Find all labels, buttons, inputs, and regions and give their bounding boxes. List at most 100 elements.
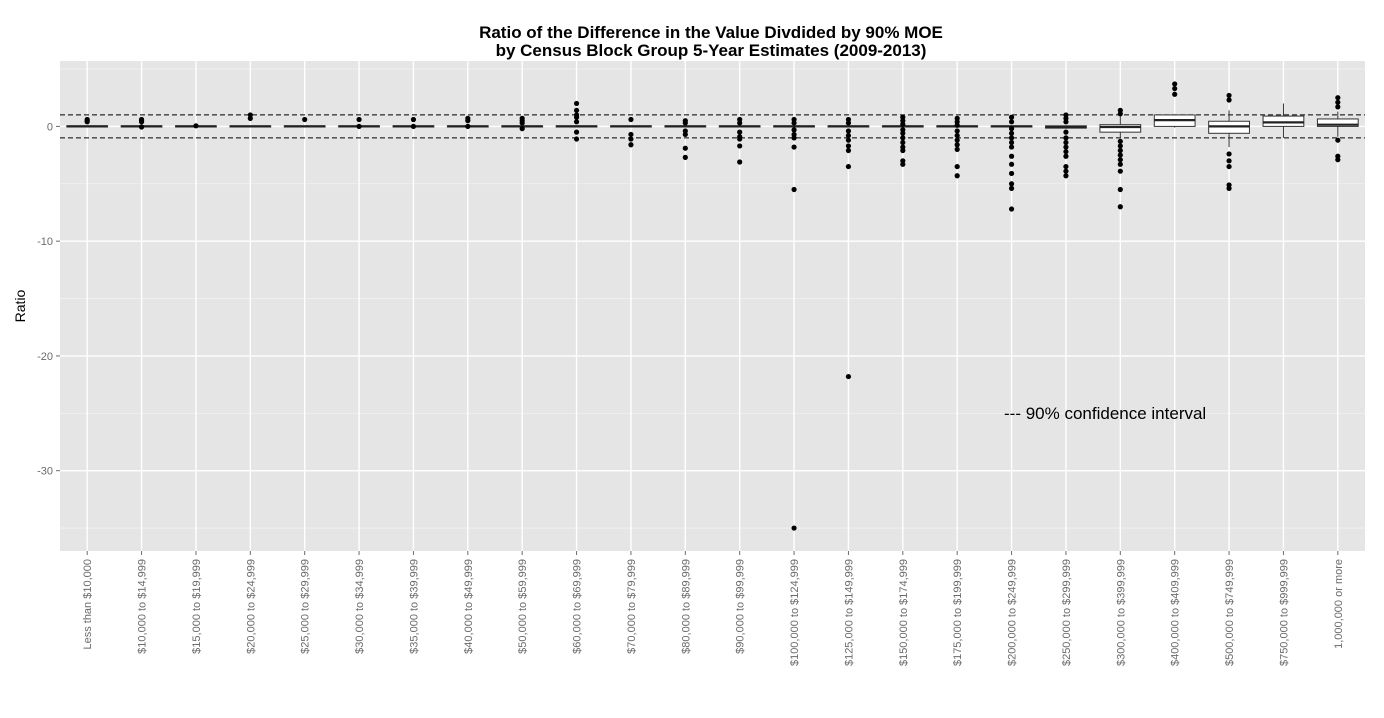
outlier-point — [1008, 130, 1015, 136]
outlier-point — [900, 139, 906, 146]
outlier-point — [791, 525, 797, 531]
box-group — [175, 123, 217, 129]
outlier-point — [954, 132, 960, 139]
outlier-point — [1335, 95, 1341, 101]
outlier-point — [1008, 114, 1015, 120]
outlier-point — [1008, 185, 1015, 191]
outlier-point — [1008, 119, 1015, 125]
x-tick-label: Less than $10,000 — [82, 559, 94, 650]
x-tick-label: $40,000 to $49,999 — [463, 559, 475, 654]
boxes-layer — [66, 81, 1359, 531]
box-group — [555, 100, 598, 142]
box-group — [827, 116, 870, 380]
x-tick-label: $175,000 to $199,999 — [952, 559, 964, 666]
outlier-point — [954, 137, 960, 143]
outlier-point — [519, 126, 525, 132]
outlier-point — [900, 121, 906, 127]
outlier-point — [628, 116, 634, 123]
outlier-point — [573, 136, 580, 142]
outlier-point — [737, 120, 743, 126]
grid-layer — [60, 61, 1365, 551]
x-tick-label: $30,000 to $34,999 — [354, 559, 366, 654]
outlier-point — [954, 122, 960, 128]
outlier-point — [1117, 138, 1123, 144]
outlier-point — [954, 173, 960, 179]
x-tick-label: $50,000 to $59,999 — [517, 559, 529, 654]
outlier-point — [465, 118, 471, 124]
box-group — [501, 115, 544, 132]
chart-title-line-1: Ratio of the Difference in the Value Div… — [479, 23, 943, 42]
outlier-point — [1008, 144, 1015, 150]
outlier-point — [1226, 163, 1232, 170]
outlier-point — [1008, 161, 1015, 167]
plot-panel — [60, 61, 1365, 551]
y-tick-label: -20 — [37, 351, 53, 363]
outlier-point — [1063, 173, 1069, 179]
outlier-point — [737, 136, 743, 142]
reference-lines-layer — [60, 114, 1365, 139]
outlier-point — [1117, 161, 1123, 167]
outlier-point — [573, 119, 580, 125]
box-group — [1153, 81, 1196, 128]
x-tick-label: $750,000 to $999,999 — [1278, 559, 1290, 666]
outlier-point — [1063, 144, 1069, 150]
box-group — [283, 116, 326, 128]
outlier-point — [1226, 92, 1232, 99]
x-tick-label: $150,000 to $174,999 — [898, 559, 910, 666]
outlier-point — [356, 123, 362, 130]
box-group — [1208, 92, 1250, 191]
x-tick-label: $80,000 to $89,999 — [680, 559, 692, 654]
outlier-point — [1008, 170, 1015, 177]
outlier-point — [1008, 139, 1015, 146]
outlier-point — [1063, 129, 1069, 135]
outlier-point — [954, 142, 960, 148]
outlier-point — [845, 373, 852, 380]
outlier-point — [954, 163, 960, 170]
x-tick-label: 1,000,000 or more — [1333, 559, 1345, 649]
outlier-point — [1335, 157, 1341, 163]
outlier-point — [1063, 135, 1069, 141]
outlier-point — [845, 163, 852, 170]
outlier-point — [1008, 181, 1015, 187]
outlier-point — [1226, 151, 1232, 157]
x-tick-label: $15,000 to $19,999 — [191, 559, 203, 654]
outlier-point — [1063, 149, 1069, 155]
box-group — [664, 118, 707, 160]
outlier-point — [138, 116, 145, 123]
outlier-point — [682, 145, 688, 151]
outlier-point — [1335, 104, 1341, 110]
outlier-point — [356, 116, 362, 123]
outlier-point — [900, 135, 906, 141]
outlier-point — [1172, 91, 1178, 97]
x-tick-label: $250,000 to $299,999 — [1061, 559, 1073, 666]
y-axis-title: Ratio — [12, 289, 28, 322]
outlier-point — [954, 128, 960, 134]
x-tick-label: $125,000 to $149,999 — [843, 559, 855, 666]
box-group — [120, 116, 163, 130]
outlier-point — [628, 142, 634, 148]
outlier-point — [1117, 168, 1123, 174]
outlier-point — [1063, 153, 1069, 159]
outlier-point — [791, 135, 797, 141]
box-group — [66, 116, 109, 128]
outlier-point — [573, 107, 580, 113]
outlier-point — [737, 159, 743, 165]
outlier-point — [1226, 185, 1232, 191]
y-tick-labels: 0 -10 -20 -30 — [37, 121, 60, 478]
x-tick-label: $10,000 to $14,999 — [137, 559, 149, 654]
outlier-point — [845, 143, 852, 149]
box-group — [990, 114, 1033, 212]
outlier-point — [410, 116, 417, 123]
x-tick-label: $25,000 to $29,999 — [300, 559, 312, 654]
x-tick-label: $70,000 to $79,999 — [626, 559, 638, 654]
outlier-point — [791, 144, 797, 150]
outlier-point — [682, 120, 688, 126]
outlier-point — [628, 136, 634, 142]
outlier-point — [954, 146, 960, 152]
box-group — [881, 114, 924, 167]
box-group — [1262, 103, 1305, 138]
outlier-point — [138, 124, 145, 130]
outlier-point — [573, 100, 580, 107]
outlier-point — [1117, 186, 1123, 193]
outlier-point — [1117, 143, 1123, 149]
